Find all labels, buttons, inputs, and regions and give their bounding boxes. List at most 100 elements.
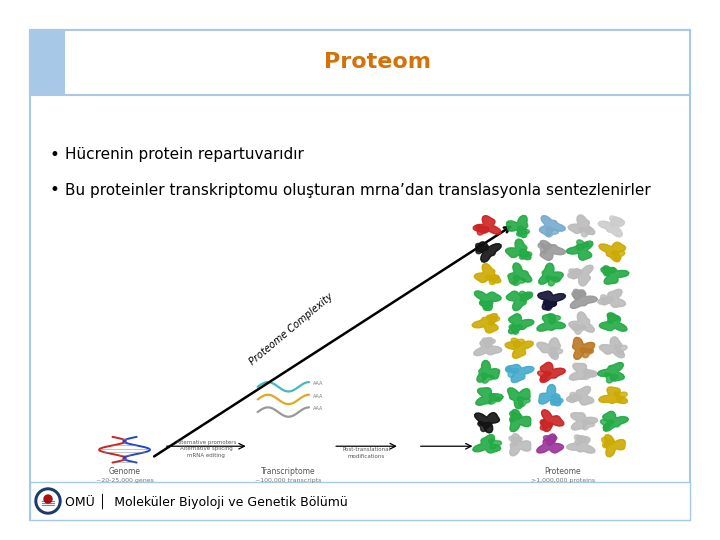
Polygon shape <box>599 313 627 331</box>
Polygon shape <box>508 314 534 334</box>
Polygon shape <box>577 240 589 250</box>
Polygon shape <box>538 244 552 253</box>
Polygon shape <box>538 291 565 310</box>
Polygon shape <box>570 413 598 430</box>
Polygon shape <box>578 227 592 237</box>
Text: Genome: Genome <box>109 467 140 476</box>
Text: Post-translational
modifications: Post-translational modifications <box>343 447 390 459</box>
Polygon shape <box>519 249 532 259</box>
Polygon shape <box>582 420 595 430</box>
Polygon shape <box>513 275 526 286</box>
Polygon shape <box>486 275 499 285</box>
Polygon shape <box>537 434 564 453</box>
Polygon shape <box>544 300 557 310</box>
Polygon shape <box>598 289 626 307</box>
Text: OMÜ │  Moleküler Biyoloji ve Genetik Bölümü: OMÜ │ Moleküler Biyoloji ve Genetik Bölü… <box>65 493 348 509</box>
Polygon shape <box>474 291 501 310</box>
Text: ~100,000 transcripts: ~100,000 transcripts <box>255 478 321 483</box>
Polygon shape <box>480 301 493 310</box>
Polygon shape <box>489 439 502 449</box>
Polygon shape <box>540 362 565 382</box>
Bar <box>30 482 690 520</box>
Text: Proteom: Proteom <box>324 52 431 72</box>
Text: •: • <box>50 181 60 199</box>
Polygon shape <box>474 264 501 283</box>
Polygon shape <box>537 314 565 331</box>
Polygon shape <box>575 435 587 445</box>
Polygon shape <box>567 241 593 260</box>
Polygon shape <box>550 347 563 357</box>
Polygon shape <box>604 435 625 457</box>
Polygon shape <box>569 269 582 279</box>
Polygon shape <box>541 410 564 431</box>
Text: Alternative promoters
Alternative splicing
mRNA editing: Alternative promoters Alternative splici… <box>176 440 236 458</box>
Polygon shape <box>505 367 518 377</box>
Text: Proteome Complexity: Proteome Complexity <box>247 292 335 367</box>
Polygon shape <box>517 396 530 407</box>
Polygon shape <box>583 369 595 380</box>
Polygon shape <box>505 239 531 260</box>
Polygon shape <box>539 215 565 235</box>
Polygon shape <box>478 422 491 431</box>
Polygon shape <box>477 361 500 382</box>
Text: AAA: AAA <box>313 406 323 411</box>
Polygon shape <box>474 338 502 356</box>
Polygon shape <box>489 394 501 404</box>
Polygon shape <box>572 338 595 360</box>
Polygon shape <box>510 434 531 456</box>
Polygon shape <box>573 324 586 334</box>
Polygon shape <box>568 215 595 235</box>
Polygon shape <box>580 348 593 358</box>
Polygon shape <box>567 386 594 405</box>
Polygon shape <box>603 411 629 431</box>
Polygon shape <box>610 216 622 226</box>
Polygon shape <box>506 291 533 310</box>
Polygon shape <box>506 215 528 238</box>
Bar <box>30 30 690 95</box>
Polygon shape <box>605 373 618 383</box>
Polygon shape <box>473 215 501 234</box>
Polygon shape <box>603 266 616 276</box>
Polygon shape <box>506 364 534 383</box>
Polygon shape <box>600 295 613 305</box>
Polygon shape <box>540 240 565 260</box>
Polygon shape <box>476 388 503 405</box>
Text: ~20-25,000 genes: ~20-25,000 genes <box>96 478 153 483</box>
Polygon shape <box>482 338 495 348</box>
Polygon shape <box>546 227 559 237</box>
Polygon shape <box>517 226 529 236</box>
Polygon shape <box>547 314 560 324</box>
Polygon shape <box>537 338 560 360</box>
Text: Hücrenin protein repartuvarıdır: Hücrenin protein repartuvarıdır <box>65 147 304 163</box>
Polygon shape <box>505 341 534 359</box>
Polygon shape <box>509 436 522 446</box>
Polygon shape <box>599 387 627 403</box>
Polygon shape <box>510 409 531 431</box>
Polygon shape <box>476 225 489 235</box>
Text: AAA: AAA <box>313 394 323 399</box>
Circle shape <box>38 491 58 511</box>
Polygon shape <box>567 265 593 286</box>
Polygon shape <box>601 437 614 448</box>
Polygon shape <box>601 267 629 284</box>
Polygon shape <box>551 395 563 405</box>
Polygon shape <box>544 436 557 446</box>
Polygon shape <box>476 242 501 262</box>
Polygon shape <box>611 251 625 260</box>
Polygon shape <box>573 289 586 300</box>
Bar <box>30 30 65 95</box>
Polygon shape <box>614 392 627 401</box>
Polygon shape <box>510 411 522 422</box>
Polygon shape <box>511 338 524 348</box>
Polygon shape <box>520 291 532 301</box>
Text: Bu proteinler transkriptomu oluşturan mrna’dan translasyonla sentezlenirler: Bu proteinler transkriptomu oluşturan mr… <box>65 183 651 198</box>
Polygon shape <box>539 384 561 406</box>
Polygon shape <box>570 290 598 308</box>
Polygon shape <box>474 413 500 433</box>
Circle shape <box>44 495 52 503</box>
Polygon shape <box>598 363 624 381</box>
Text: •: • <box>50 146 60 164</box>
Polygon shape <box>569 312 594 332</box>
Polygon shape <box>487 315 500 325</box>
Polygon shape <box>598 217 624 237</box>
